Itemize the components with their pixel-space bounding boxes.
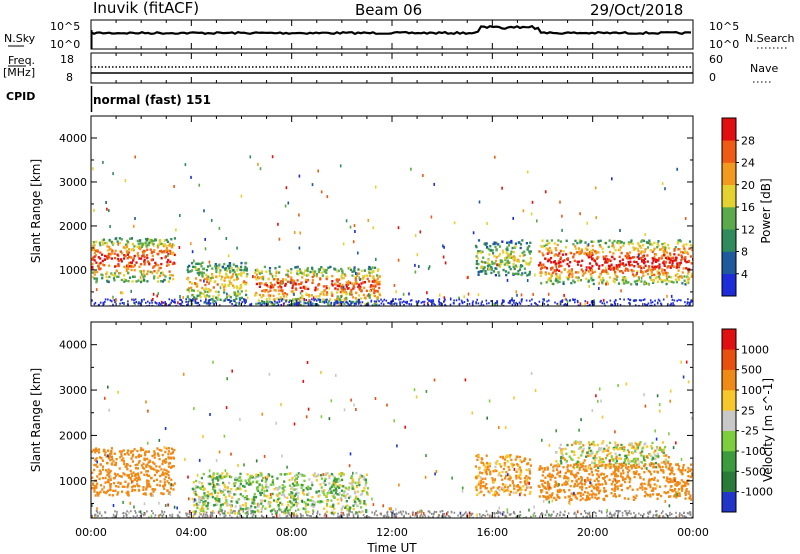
nave-tick-top: 60 bbox=[709, 53, 723, 66]
freq-tick-bottom: 8 bbox=[66, 71, 73, 84]
colorbar-tick-label: 20 bbox=[741, 179, 755, 192]
colorbar-swatch bbox=[722, 273, 736, 297]
colorbar-swatch bbox=[722, 471, 736, 492]
power-colorbar: 4 8 12 16 20 24 28 bbox=[721, 117, 755, 297]
colorbar-tick-label: 25 bbox=[741, 404, 755, 417]
colorbar-tick-label: -25 bbox=[741, 425, 759, 438]
region-2 bbox=[254, 265, 382, 306]
nsearch-tick-top: 10^5 bbox=[709, 20, 739, 33]
colorbar-swatch bbox=[722, 229, 736, 252]
colorbar-swatch bbox=[722, 140, 736, 163]
colorbar-tick-label: 16 bbox=[741, 201, 755, 214]
ytick-label: 3000 bbox=[59, 384, 87, 397]
ytick-label: 1000 bbox=[59, 475, 87, 488]
region-2 bbox=[474, 453, 532, 497]
colorbar-tick-label: 100 bbox=[741, 384, 762, 397]
colorbar-swatch bbox=[722, 329, 736, 350]
colorbar-tick-label: -100 bbox=[741, 445, 766, 458]
beam-title: Beam 06 bbox=[355, 1, 422, 19]
colorbar-swatch bbox=[722, 162, 736, 186]
velocity-ylabel: Slant Range [km] bbox=[29, 368, 43, 472]
region-1 bbox=[191, 471, 369, 515]
nsky-strip: N.Sky 10^5 10^0 10^5 10^0 N.Search bbox=[4, 19, 795, 51]
xtick-label: 20:00 bbox=[577, 526, 609, 539]
region-4 bbox=[537, 239, 693, 286]
date-title: 29/Oct/2018 bbox=[590, 1, 683, 19]
xtick-label: 00:00 bbox=[677, 526, 709, 539]
power-data-layer bbox=[91, 155, 693, 306]
ytick-label: 4000 bbox=[59, 339, 87, 352]
scatter-echoes bbox=[92, 155, 693, 306]
scatter-echoes bbox=[91, 360, 693, 518]
power-colorbar-label: Power [dB] bbox=[759, 178, 773, 243]
region-1 bbox=[186, 261, 249, 306]
cpid-value: normal (fast) 151 bbox=[93, 93, 211, 107]
ytick-label: 2000 bbox=[59, 429, 87, 442]
nave-label: Nave bbox=[750, 62, 778, 75]
ytick-label: 3000 bbox=[59, 176, 87, 189]
velocity-colorbar: 1000 500 100 25 -25 -100 -500 -1000 bbox=[721, 328, 773, 513]
colorbar-tick-label: -500 bbox=[741, 465, 766, 478]
xtick-label: 04:00 bbox=[175, 526, 207, 539]
time-axis-label: Time UT bbox=[366, 541, 417, 554]
colorbar-tick-label: 28 bbox=[741, 134, 755, 147]
colorbar-tick-label: 500 bbox=[741, 364, 762, 377]
station-title: Inuvik (fitACF) bbox=[93, 0, 199, 17]
velocity-colorbar-label: Velocity [m s^-1] bbox=[761, 378, 775, 482]
time-axis: 00:00 04:00 08:00 12:00 16:00 20:00 00:00 bbox=[75, 20, 709, 539]
nsky-tick-top: 10^5 bbox=[50, 20, 80, 33]
xtick-label: 00:00 bbox=[75, 526, 107, 539]
region-0 bbox=[91, 447, 176, 497]
region-3 bbox=[555, 440, 670, 470]
colorbar-swatch bbox=[722, 410, 736, 431]
colorbar-swatch bbox=[722, 207, 736, 230]
colorbar-swatch bbox=[722, 369, 736, 391]
nsky-tick-bottom: 10^0 bbox=[50, 38, 80, 51]
freq-label: Freq. bbox=[8, 54, 35, 67]
colorbar-swatch bbox=[722, 184, 736, 208]
colorbar-swatch bbox=[722, 491, 736, 513]
nsky-label: N.Sky bbox=[4, 32, 36, 45]
colorbar-tick-label: 4 bbox=[741, 268, 748, 281]
ytick-label: 2000 bbox=[59, 220, 87, 233]
colorbar-swatch bbox=[722, 349, 736, 370]
velocity-axis: 1000 2000 3000 4000 bbox=[59, 339, 693, 504]
xtick-label: 16:00 bbox=[476, 526, 508, 539]
colorbar-swatch bbox=[722, 451, 736, 472]
region-3 bbox=[474, 239, 532, 277]
nsky-trace bbox=[90, 24, 692, 36]
velocity-frame bbox=[90, 321, 694, 519]
nave-tick-bottom: 0 bbox=[709, 71, 716, 84]
xtick-label: 08:00 bbox=[276, 526, 308, 539]
colorbar-tick-label: 12 bbox=[741, 223, 755, 236]
colorbar-swatch bbox=[722, 390, 736, 411]
power-panel: 1000 2000 3000 4000 Slant Range [km] 4 8 12 16… bbox=[29, 115, 773, 307]
nsearch-label: N.Search bbox=[745, 32, 795, 45]
freq-tick-top: 18 bbox=[60, 53, 74, 66]
velocity-data-layer bbox=[91, 360, 693, 518]
xtick-label: 12:00 bbox=[376, 526, 408, 539]
colorbar-swatch bbox=[722, 430, 736, 452]
colorbar-swatch bbox=[722, 118, 736, 141]
nsearch-tick-bottom: 10^0 bbox=[709, 38, 739, 51]
ytick-label: 4000 bbox=[59, 132, 87, 145]
velocity-panel: 1000 2000 3000 4000 Slant Range [km] 1000 50… bbox=[29, 321, 775, 519]
colorbar-tick-label: 8 bbox=[741, 246, 748, 259]
power-axis: 1000 2000 3000 4000 bbox=[59, 132, 693, 293]
colorbar-tick-label: 24 bbox=[741, 157, 755, 170]
colorbar-swatch bbox=[722, 251, 736, 275]
freq-unit-label: [MHz] bbox=[3, 66, 35, 79]
ytick-label: 1000 bbox=[59, 264, 87, 277]
region-0 bbox=[91, 237, 176, 284]
region-4 bbox=[537, 462, 693, 502]
colorbar-tick-label: 1000 bbox=[741, 343, 769, 356]
power-ylabel: Slant Range [km] bbox=[29, 159, 43, 263]
cpid-label: CPID bbox=[6, 90, 35, 103]
freq-strip: Freq. [MHz] 18 8 60 0 Nave bbox=[3, 52, 778, 84]
ground-scatter-band bbox=[91, 509, 693, 518]
colorbar-tick-label: -1000 bbox=[741, 486, 773, 499]
